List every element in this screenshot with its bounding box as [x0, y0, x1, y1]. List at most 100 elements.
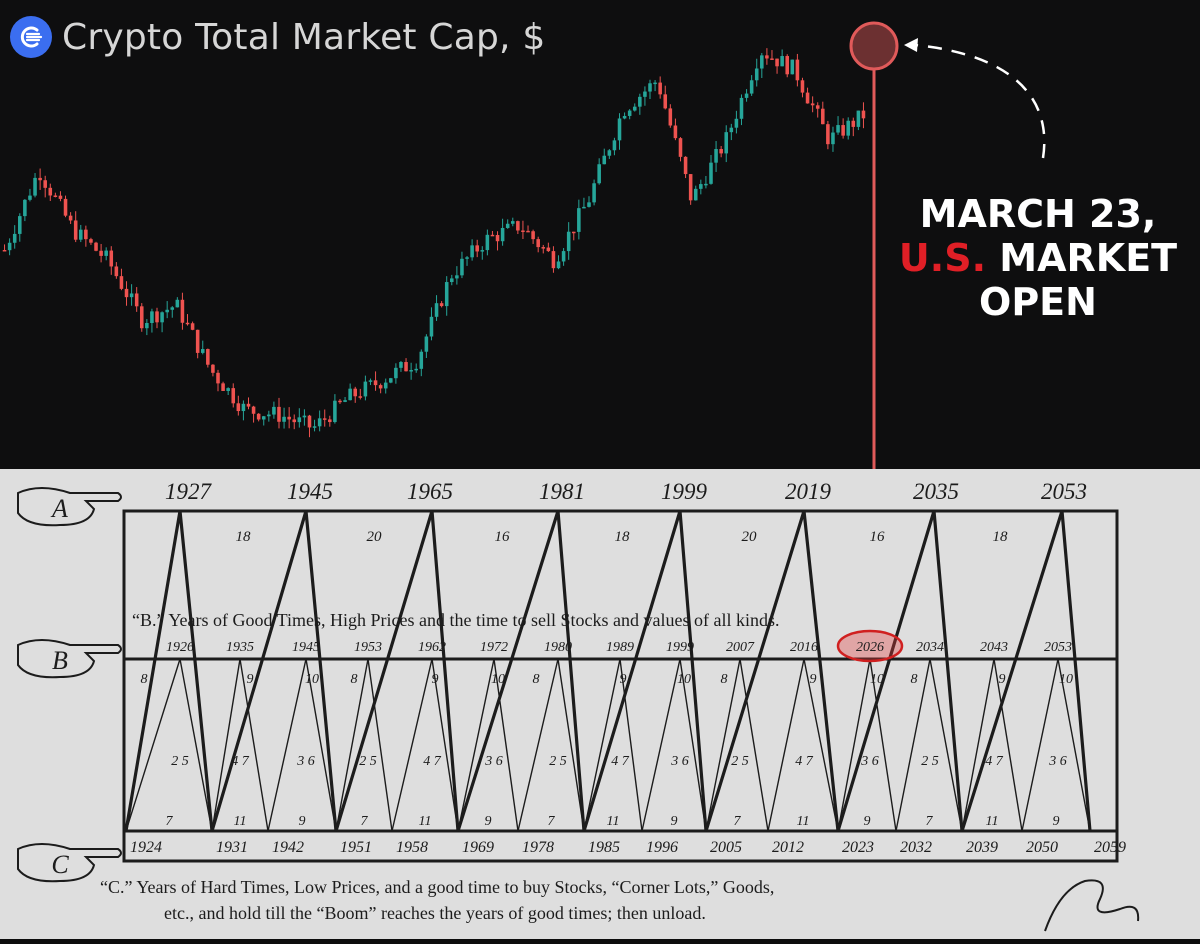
candle [302, 409, 307, 426]
candle-body [805, 92, 810, 104]
candle-body [485, 234, 490, 251]
signature-scribble [1044, 879, 1140, 932]
candle-body [206, 349, 210, 365]
candle [434, 295, 439, 321]
candle [353, 386, 358, 403]
row-c-year: 1924 [130, 839, 162, 856]
candle [795, 53, 800, 87]
cycle-big-triangle [582, 510, 708, 832]
candle [307, 414, 312, 438]
row-a-interval: 16 [870, 529, 886, 545]
candle [328, 415, 332, 427]
candle [627, 109, 632, 120]
candle [348, 383, 352, 401]
candle-body [734, 118, 739, 128]
annotation-market-label: MARKET [986, 236, 1178, 280]
candle-body [592, 183, 596, 203]
candle [68, 212, 73, 224]
candle [53, 192, 58, 198]
candle-body [663, 94, 668, 109]
candle [175, 297, 180, 308]
candle-body [856, 110, 861, 127]
candle [678, 137, 683, 162]
candle [134, 287, 139, 312]
candle [541, 244, 546, 254]
row-b-year: 1980 [544, 640, 572, 655]
candle [851, 117, 856, 137]
dashed-arrow [914, 43, 1046, 159]
cycle-triangle [767, 658, 839, 832]
hand-label: A [50, 494, 68, 523]
candle-body [546, 247, 551, 252]
cycle-mid-pair: 3 6 [670, 754, 689, 769]
cycle-bottom-number: 7 [548, 814, 556, 829]
row-b-year: 1926 [166, 640, 194, 655]
candle [312, 419, 317, 432]
candle-body [89, 239, 93, 243]
candle-body [709, 162, 713, 184]
crypto-chart-panel: Crypto Total Market Cap, $ MARCH 23, U.S… [0, 0, 1200, 469]
candle-body [810, 103, 815, 106]
candle [261, 415, 266, 426]
highlight-circle [849, 21, 899, 71]
candle [704, 175, 708, 189]
row-c-year: 1942 [272, 839, 304, 856]
candle [521, 220, 525, 240]
candle-body [139, 306, 144, 329]
candle [297, 408, 302, 428]
candle [790, 59, 795, 75]
candle-body [577, 208, 581, 232]
candle [12, 225, 17, 249]
candle-body [551, 251, 556, 269]
cycle-bottom-number: 9 [1053, 814, 1060, 829]
candle [333, 394, 337, 424]
row-c-year: 1958 [396, 839, 428, 856]
candle [343, 397, 347, 403]
cycle-mid-pair: 2 5 [171, 754, 189, 769]
candle [770, 50, 774, 60]
cycle-bottom-number: 11 [986, 814, 999, 829]
candle-body [826, 124, 830, 145]
candle-body [150, 311, 154, 323]
row-b-year: 2043 [980, 640, 1008, 655]
candle [470, 239, 474, 261]
candle-body [119, 276, 124, 289]
candle [561, 248, 566, 266]
candle-body [53, 195, 58, 197]
row-b-year: 2034 [916, 640, 944, 655]
candle [668, 104, 673, 128]
cycle-top-number: 9 [247, 672, 254, 687]
candle-body [510, 221, 515, 224]
candle-body [729, 127, 734, 133]
candle [383, 378, 388, 394]
candle [363, 375, 368, 401]
candle-body [338, 400, 342, 403]
cycle-triangle [517, 658, 585, 832]
candle-body [236, 403, 241, 412]
candle [607, 149, 612, 159]
candle-body [297, 417, 302, 423]
candle-body [99, 250, 103, 256]
candle [526, 225, 530, 233]
crypto-logo-icon [10, 16, 52, 58]
row-c-year: 2039 [966, 839, 998, 856]
candle [760, 52, 764, 79]
candle [160, 311, 164, 333]
candle-body [831, 132, 835, 145]
candle-body [292, 419, 297, 423]
candle-body [673, 125, 678, 139]
candle-body [724, 132, 729, 154]
candle [282, 407, 286, 429]
candle-body [617, 118, 622, 141]
cycle-mid-pair: 4 7 [231, 754, 250, 769]
candle [43, 175, 47, 198]
row-a-interval: 20 [367, 529, 383, 545]
candle-body [160, 312, 164, 323]
cycle-bottom-number: 9 [299, 814, 306, 829]
candle-body [460, 258, 464, 276]
candle [617, 113, 622, 150]
row-a-interval: 18 [236, 529, 252, 545]
candle-body [261, 416, 266, 420]
candle-body [18, 216, 22, 234]
candle-body [409, 370, 413, 372]
